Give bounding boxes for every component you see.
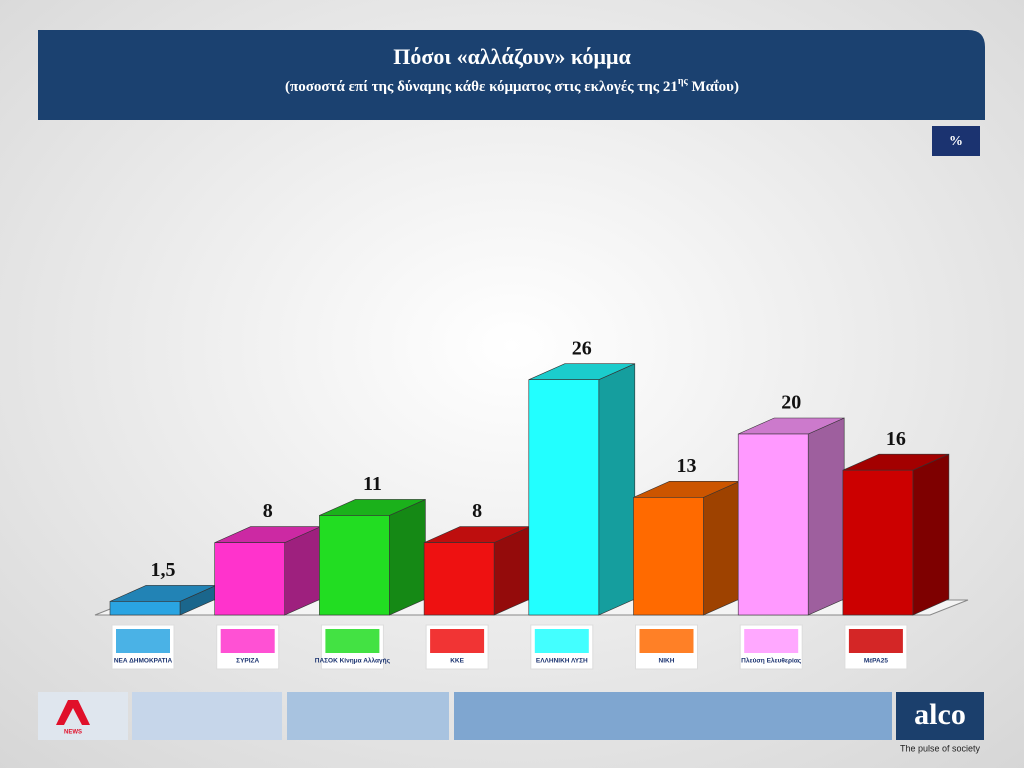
data-label: 1,5 xyxy=(151,559,176,581)
data-label: 16 xyxy=(886,428,906,450)
channel-logo xyxy=(56,700,90,725)
bar xyxy=(214,542,285,616)
bar xyxy=(109,601,181,616)
bar-side xyxy=(807,417,845,616)
x-tick-label: ΝΕΑ ΔΗΜΟΚΡΑΤΙΑ xyxy=(114,658,173,665)
channel-name: NEWS xyxy=(64,730,82,736)
x-tick-label: ΝΙΚΗ xyxy=(659,658,675,665)
party-logo-mark xyxy=(639,629,694,653)
data-label: 13 xyxy=(677,455,697,477)
data-label: 11 xyxy=(363,473,382,495)
data-label: 20 xyxy=(781,392,801,414)
unit-badge-text: % xyxy=(949,134,963,149)
x-tick-label: ΕΛΛΗΝΙΚΗ ΛΥΣΗ xyxy=(536,658,588,665)
data-label: 8 xyxy=(472,500,482,522)
bar xyxy=(423,542,495,616)
subtitle-text: (ποσοστά επί της δύναμης κάθε κόμματος σ… xyxy=(285,79,678,95)
x-tick-label: ΚΚΕ xyxy=(450,658,464,665)
party-logo-mark xyxy=(534,629,589,653)
party-logo-mark xyxy=(116,629,170,653)
data-label: 26 xyxy=(572,337,592,359)
brand-box xyxy=(896,692,984,740)
footer-block xyxy=(454,692,892,740)
x-tick-label: ΜέΡΑ25 xyxy=(864,658,889,665)
subtitle-text: Μαΐου) xyxy=(688,79,739,95)
bar xyxy=(528,379,600,616)
party-logo-mark xyxy=(220,629,275,653)
party-logo-mark xyxy=(848,629,903,653)
party-logo-mark xyxy=(744,629,799,653)
brand-tagline: The pulse of society xyxy=(900,743,981,753)
brand-name: alco xyxy=(914,698,966,731)
bar-side xyxy=(389,498,426,616)
bar-side xyxy=(912,453,950,616)
unit-badge xyxy=(932,126,980,156)
bar xyxy=(319,515,390,616)
bar xyxy=(633,497,704,616)
bar xyxy=(737,433,809,616)
bar-side xyxy=(703,480,740,616)
x-tick-label: Πλεύση Ελευθερίας xyxy=(741,657,802,665)
bar xyxy=(842,469,914,616)
header-band xyxy=(38,30,985,120)
data-label: 8 xyxy=(263,500,273,522)
x-tick-label: ΣΥΡΙΖΑ xyxy=(236,658,259,665)
chart-title: Πόσοι «αλλάζουν» κόμμα xyxy=(393,44,631,69)
bars: 1,5 ΝΕΑ ΔΗΜΟΚΡΑΤΙΑ 8 ΣΥΡΙΖΑ 11 ΠΑΣΟΚ Κίνημα Α… xyxy=(109,337,950,670)
footer-block xyxy=(132,692,282,740)
party-logo-mark xyxy=(325,629,380,653)
bar-side xyxy=(598,363,636,616)
subtitle-superscript: ης xyxy=(678,76,689,87)
x-tick-label: ΠΑΣΟΚ Κίνημα Αλλαγής xyxy=(315,657,391,665)
party-logo-mark xyxy=(430,629,485,653)
footer-block xyxy=(287,692,449,740)
chart-subtitle: (ποσοστά επί της δύναμης κάθε κόμματος σ… xyxy=(285,76,739,95)
